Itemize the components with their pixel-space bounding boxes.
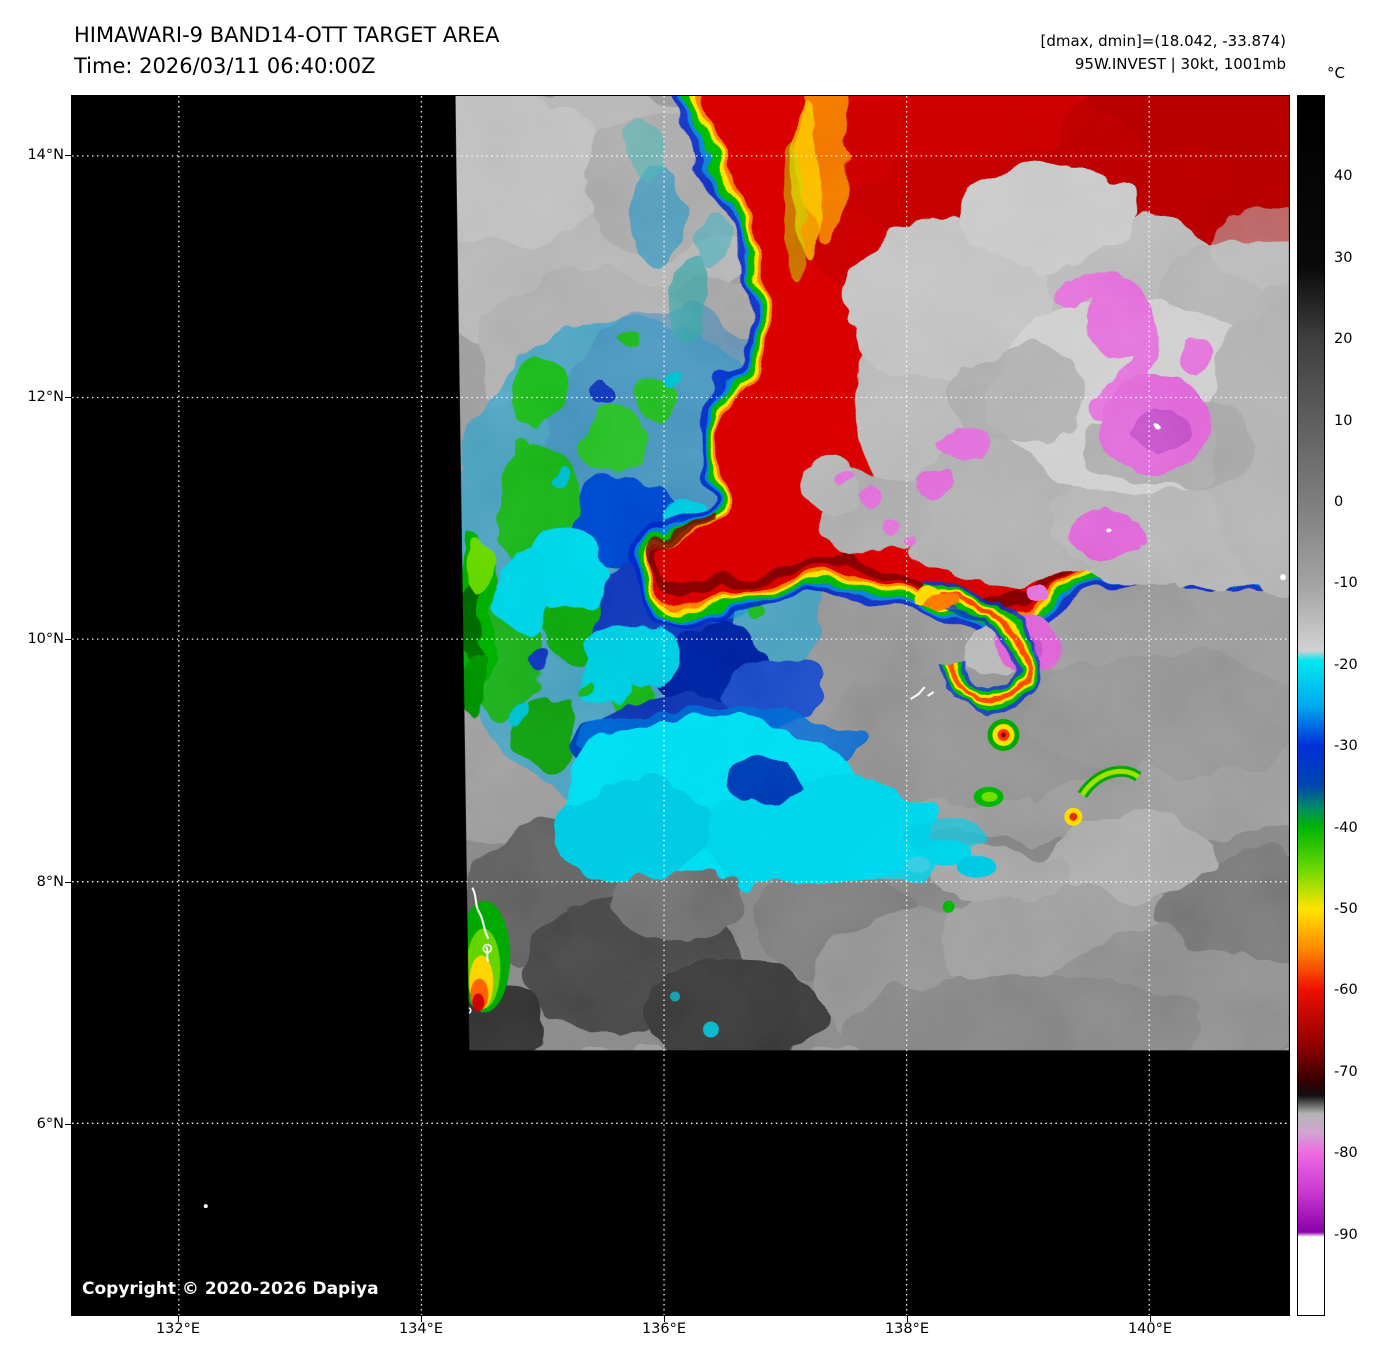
- map-plot-area: Copyright © 2020-2026 Dapiya: [71, 95, 1290, 1316]
- colorbar-tick-label: 20: [1334, 331, 1353, 348]
- x-axis-tick-mark: [1150, 1316, 1151, 1322]
- colorbar-gradient: [1297, 95, 1325, 1316]
- colorbar-unit-label: °C: [1327, 64, 1345, 82]
- y-axis-tick-label: 10°N: [27, 631, 64, 647]
- y-axis-tick-label: 6°N: [36, 1116, 64, 1132]
- y-axis-tick-mark: [65, 882, 71, 883]
- colorbar-tick-label: -50: [1334, 901, 1358, 918]
- dmax-dmin-annotation: [dmax, dmin]=(18.042, -33.874): [1040, 32, 1286, 50]
- x-axis-tick-mark: [664, 1316, 665, 1322]
- x-axis-tick-mark: [178, 1316, 179, 1322]
- y-axis-tick-mark: [65, 1124, 71, 1125]
- plot-time: Time: 2026/03/11 06:40:00Z: [74, 54, 376, 78]
- title-block: HIMAWARI-9 BAND14-OTT TARGET AREA Time: …: [74, 20, 500, 82]
- gridlines: [72, 96, 1289, 1315]
- colorbar-tick-label: 30: [1334, 249, 1353, 266]
- y-axis-tick-label: 14°N: [27, 147, 64, 163]
- colorbar-tick-label: 40: [1334, 168, 1353, 185]
- colorbar-tick-label: -40: [1334, 819, 1358, 836]
- colorbar-tick-label: -10: [1334, 575, 1358, 592]
- colorbar-tick-label: -20: [1334, 656, 1358, 673]
- x-axis-tick-label: 140°E: [1127, 1321, 1173, 1337]
- y-axis-tick-label: 12°N: [27, 389, 64, 405]
- x-axis-tick-label: 136°E: [641, 1321, 687, 1337]
- colorbar-tick-label: 0: [1334, 493, 1344, 510]
- x-axis-tick-label: 138°E: [884, 1321, 930, 1337]
- y-axis-tick-mark: [65, 397, 71, 398]
- plot-title: HIMAWARI-9 BAND14-OTT TARGET AREA: [74, 23, 500, 47]
- colorbar-tick-label: -30: [1334, 738, 1358, 755]
- x-axis-tick-mark: [907, 1316, 908, 1322]
- info-block: [dmax, dmin]=(18.042, -33.874) 95W.INVES…: [1041, 30, 1286, 76]
- storm-info-annotation: 95W.INVEST | 30kt, 1001mb: [1074, 55, 1286, 73]
- colorbar-tick-label: -70: [1334, 1063, 1358, 1080]
- y-axis-tick-mark: [65, 639, 71, 640]
- satellite-image: [72, 96, 1289, 1315]
- x-axis-tick-label: 132°E: [155, 1321, 201, 1337]
- colorbar: 40 30 20 10 0 -10 -20 -30 -40 -50 -60 -7…: [1297, 95, 1358, 1316]
- colorbar-tick-label: -90: [1334, 1226, 1358, 1243]
- x-axis-tick-mark: [421, 1316, 422, 1322]
- colorbar-tick-label: 10: [1334, 412, 1353, 429]
- colorbar-tick-label: -80: [1334, 1145, 1358, 1162]
- small-island-dot: [203, 1204, 208, 1209]
- y-axis-tick-label: 8°N: [36, 874, 64, 890]
- x-axis-tick-label: 134°E: [398, 1321, 444, 1337]
- colorbar-tick-label: -60: [1334, 982, 1358, 999]
- y-axis-tick-mark: [65, 155, 71, 156]
- copyright: Copyright © 2020-2026 Dapiya: [82, 1279, 379, 1299]
